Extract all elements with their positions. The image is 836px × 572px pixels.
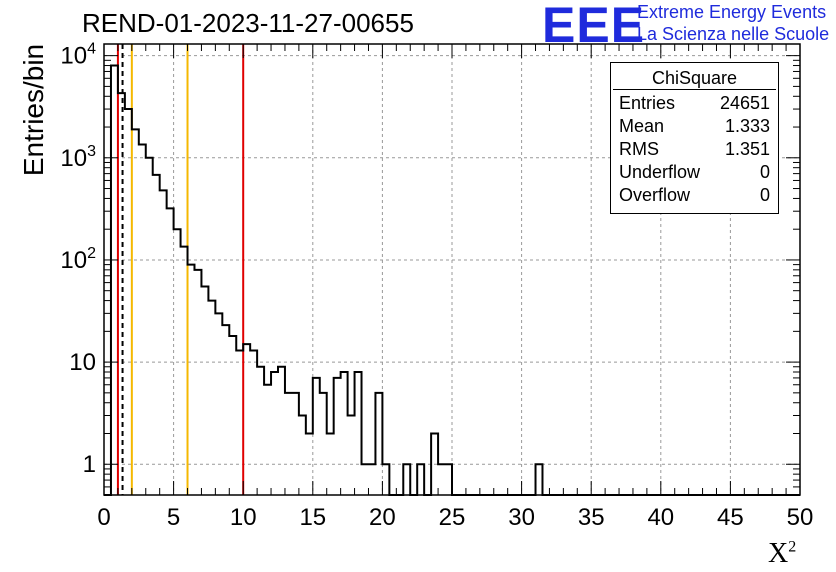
stats-value: 0: [759, 185, 770, 205]
stats-row-overflow: Overflow 0: [619, 185, 770, 207]
y-tick-label: 102: [60, 245, 96, 274]
stats-row-entries: Entries 24651: [619, 93, 770, 115]
y-tick-label: 103: [60, 143, 96, 172]
stats-row-rms: RMS 1.351: [619, 139, 770, 161]
stats-key: Entries: [619, 93, 676, 113]
x-axis-label: X2: [768, 538, 796, 570]
stats-value: 0: [759, 162, 770, 182]
stats-value: 1.333: [724, 116, 770, 136]
stats-key: Mean: [619, 116, 665, 136]
x-tick-label: 30: [508, 504, 535, 531]
eee-logo-line2: La Scienza nelle Scuole: [637, 24, 830, 44]
x-tick-label: 45: [717, 504, 744, 531]
x-tick-label: 20: [369, 504, 396, 531]
y-axis-label: Entries/bin: [18, 43, 49, 177]
stats-value: 1.351: [724, 139, 770, 159]
stats-value: 24651: [719, 93, 770, 113]
y-tick-label: 104: [60, 41, 96, 70]
stats-box-title: ChiSquare: [651, 68, 738, 88]
eee-logo-line1: Extreme Energy Events: [637, 2, 827, 22]
x-tick-label: 35: [578, 504, 605, 531]
stats-key: RMS: [619, 139, 659, 159]
x-axis-label-exponent: 2: [788, 538, 797, 556]
x-axis-label-base: X: [768, 538, 789, 569]
stats-box: ChiSquare Entries 24651 Mean 1.333 RMS 1…: [610, 62, 779, 214]
y-tick-label: 1: [83, 451, 96, 478]
x-tick-label: 50: [787, 504, 814, 531]
x-tick-label: 25: [439, 504, 466, 531]
x-tick-label: 10: [230, 504, 257, 531]
x-tick-label: 15: [299, 504, 326, 531]
x-tick-label: 5: [167, 504, 180, 531]
chart-title: REND-01-2023-11-27-00655: [82, 8, 414, 38]
x-tick-label: 0: [97, 504, 110, 531]
x-tick-label: 40: [647, 504, 674, 531]
y-tick-label: 10: [69, 349, 96, 376]
stats-key: Overflow: [619, 185, 691, 205]
stats-row-underflow: Underflow 0: [619, 162, 770, 184]
stats-key: Underflow: [619, 162, 701, 182]
stats-box-divider: [613, 89, 776, 90]
stats-row-mean: Mean 1.333: [619, 116, 770, 138]
eee-logo: EEE: [542, 0, 646, 53]
